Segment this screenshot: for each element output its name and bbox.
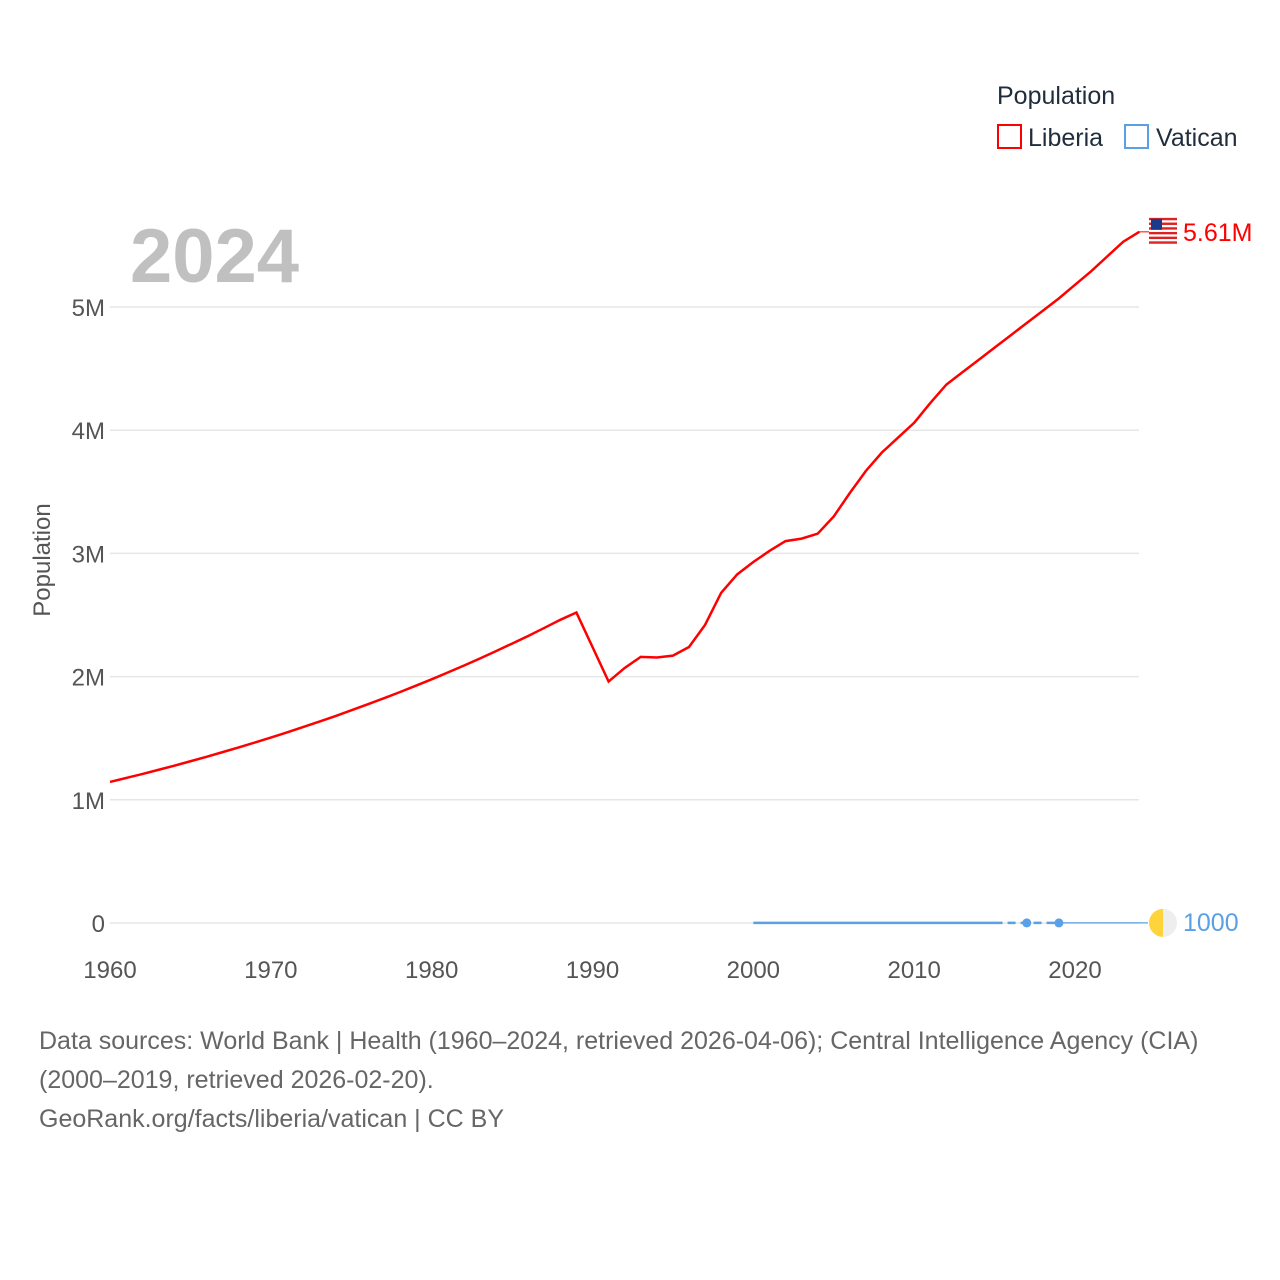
legend-title: Population xyxy=(997,82,1115,110)
liberia-line xyxy=(109,230,1140,784)
vatican-data-point xyxy=(1054,918,1064,928)
flag-stripe xyxy=(1149,217,1177,221)
y-tick-label: 4M xyxy=(72,418,105,445)
y-tick-label: 0 xyxy=(92,911,105,938)
flag-stripe xyxy=(1149,227,1177,230)
y-axis-label: Population xyxy=(29,503,56,616)
flag-stripe xyxy=(1149,231,1177,235)
legend-label-vatican[interactable]: Vatican xyxy=(1156,124,1238,152)
y-tick-label: 3M xyxy=(72,541,105,568)
year-label: 2024 xyxy=(130,214,299,299)
legend-label-liberia[interactable]: Liberia xyxy=(1028,124,1103,152)
flag-yellow-half xyxy=(1149,908,1163,937)
y-tick-label: 5M xyxy=(72,295,105,322)
x-tick-label: 2000 xyxy=(727,957,780,984)
legend-swatch-liberia xyxy=(997,124,1022,149)
legend-swatch-vatican xyxy=(1124,124,1149,149)
y-tick-label: 2M xyxy=(72,665,105,692)
y-tick-label: 1M xyxy=(72,788,105,815)
liberia-end-label: 5.61M xyxy=(1183,219,1252,247)
flag-canton xyxy=(1151,218,1162,230)
flag-stripe xyxy=(1149,241,1177,244)
flag-stripe xyxy=(1149,236,1177,240)
x-tick-label: 2010 xyxy=(887,957,940,984)
x-tick-label: 2020 xyxy=(1048,957,1101,984)
x-tick-label: 1970 xyxy=(244,957,297,984)
data-sources: Data sources: World Bank | Health (1960–… xyxy=(39,1027,1199,1094)
x-tick-label: 1990 xyxy=(566,957,619,984)
footer: Data sources: World Bank | Health (1960–… xyxy=(39,1022,1259,1139)
source-link[interactable]: GeoRank.org/facts/liberia/vatican | CC B… xyxy=(39,1105,505,1133)
x-tick-label: 1960 xyxy=(83,957,136,984)
flag-stripe xyxy=(1149,222,1177,225)
vatican-end-label: 1000 xyxy=(1183,909,1239,937)
vatican-data-point xyxy=(1022,918,1032,928)
x-tick-label: 1980 xyxy=(405,957,458,984)
